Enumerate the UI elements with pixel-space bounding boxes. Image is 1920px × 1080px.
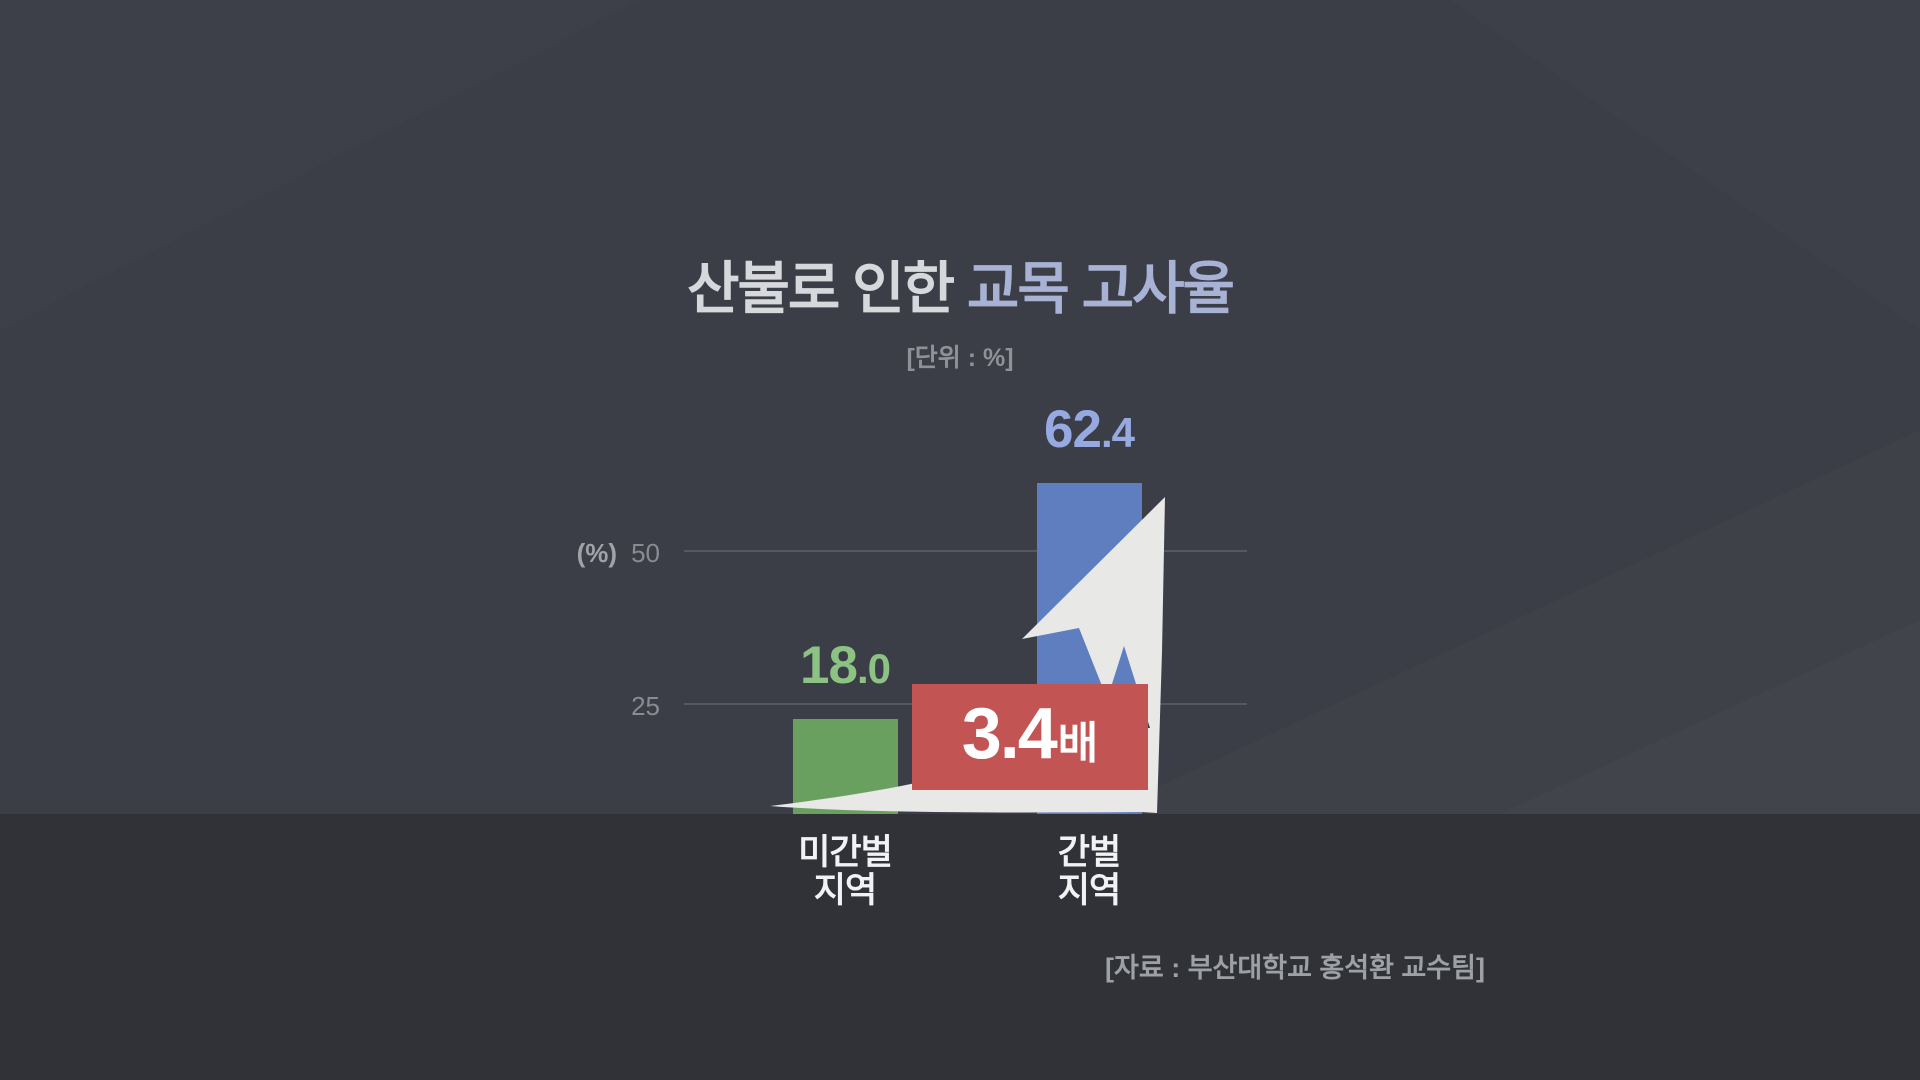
unit-note: [단위 : %] — [906, 344, 1014, 372]
title-highlight: 교목 고사율 — [966, 257, 1235, 321]
multiplier-value: 3.4 — [961, 694, 1058, 774]
multiplier-suffix: 배 — [1057, 719, 1099, 768]
category-line-1: 간벌 — [1057, 833, 1121, 872]
value-dec: .0 — [856, 645, 891, 692]
value-dec: .4 — [1100, 409, 1135, 456]
floor-band — [0, 814, 1920, 1080]
category-line-1: 미간벌 — [798, 833, 893, 872]
source-note: [자료 : 부산대학교 홍석환 교수팀] — [1105, 953, 1485, 983]
value-label-thinned: 62.4 — [959, 403, 1219, 469]
category-label-unthinned: 미간벌 지역 — [715, 834, 975, 910]
category-label-thinned: 간벌 지역 — [959, 834, 1219, 910]
multiplier-badge: 3.4 배 — [912, 684, 1148, 790]
category-line-2: 지역 — [813, 871, 877, 910]
y-axis-unit-label: (%) — [576, 538, 618, 568]
y-tick-25: 25 — [430, 691, 660, 722]
page-title: 산불로 인한 교목 고사율 — [0, 258, 1920, 320]
value-int: 18 — [800, 636, 858, 695]
y-tick-label-50: 50 — [631, 538, 660, 568]
bar-unthinned-area — [793, 719, 898, 814]
title-prefix: 산불로 인한 — [687, 257, 955, 321]
gridline-50 — [684, 550, 1247, 552]
category-line-2: 지역 — [1057, 871, 1121, 910]
y-tick-50: (%) 50 — [430, 538, 660, 569]
value-int: 62 — [1044, 400, 1102, 459]
y-tick-label-25: 25 — [631, 691, 660, 721]
